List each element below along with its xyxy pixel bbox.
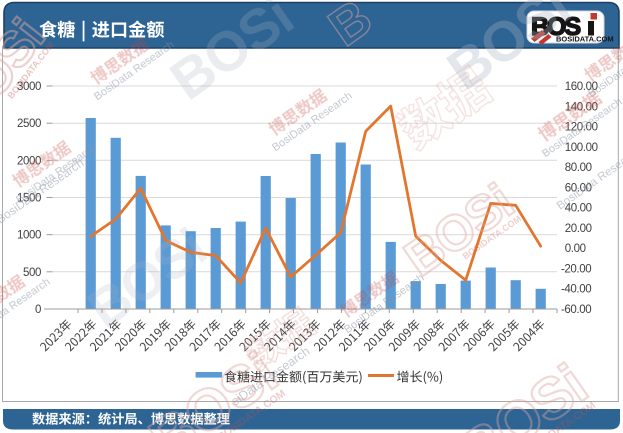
svg-text:3000: 3000 [17, 81, 41, 93]
svg-text:1000: 1000 [17, 230, 41, 242]
svg-text:2500: 2500 [17, 118, 41, 130]
svg-text:160.00: 160.00 [565, 81, 598, 93]
svg-text:120.00: 120.00 [565, 122, 598, 134]
svg-text:0.00: 0.00 [565, 243, 586, 255]
svg-text:-40.00: -40.00 [561, 284, 591, 296]
svg-text:0: 0 [35, 304, 41, 316]
svg-text:100.00: 100.00 [565, 142, 598, 154]
svg-text:BOSIDATA.COM: BOSIDATA.COM [556, 35, 614, 44]
svg-text:20.00: 20.00 [565, 223, 592, 235]
svg-text:500: 500 [23, 267, 41, 279]
svg-text:-60.00: -60.00 [561, 304, 591, 316]
svg-text:1500: 1500 [17, 193, 41, 205]
svg-text:40.00: 40.00 [565, 203, 592, 215]
svg-text:-20.00: -20.00 [561, 264, 591, 276]
svg-text:60.00: 60.00 [565, 182, 592, 194]
svg-text:80.00: 80.00 [565, 162, 592, 174]
